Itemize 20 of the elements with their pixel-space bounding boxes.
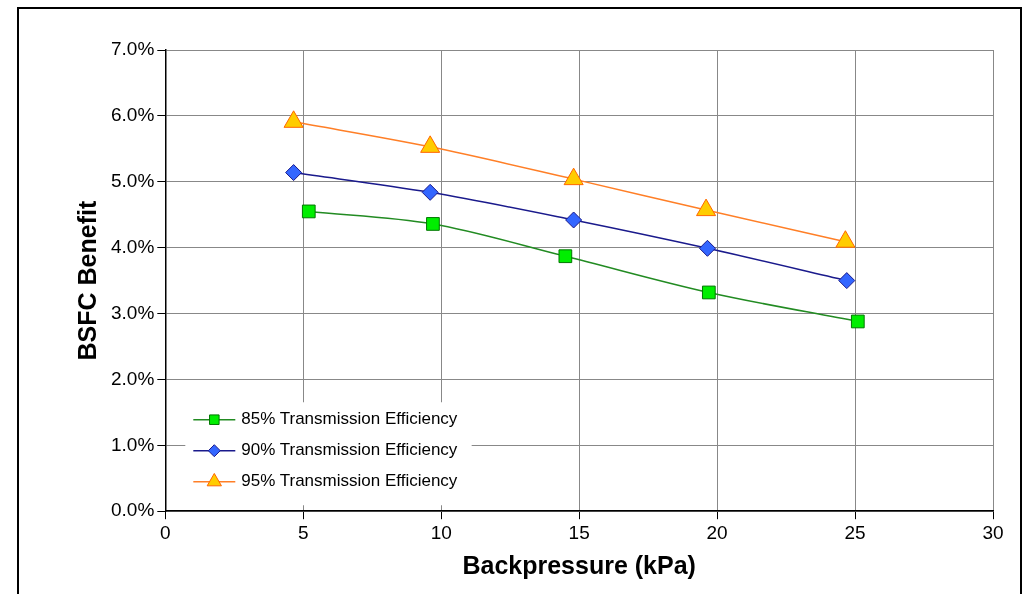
x-tick-label: 30 (982, 521, 1004, 543)
y-tick-label: 4.0% (110, 235, 155, 257)
x-tick-label: 20 (706, 521, 728, 543)
y-tick-label: 5.0% (110, 170, 155, 192)
x-tick-label: 10 (430, 521, 452, 543)
legend-label: 95% Transmission Efficiency (241, 471, 458, 491)
x-tick-label: 25 (844, 521, 866, 543)
y-tick-label: 2.0% (110, 367, 155, 389)
x-axis-title: Backpressure (kPa) (462, 550, 696, 579)
y-tick-label: 0.0% (110, 499, 155, 521)
y-axis-title: BSFC Benefit (72, 200, 101, 361)
y-tick-label: 7.0% (110, 38, 155, 60)
y-tick-label: 1.0% (110, 433, 155, 455)
x-tick-label: 5 (297, 521, 309, 543)
legend-label: 90% Transmission Efficiency (241, 440, 458, 460)
x-tick-label: 0 (160, 521, 171, 543)
y-tick-label: 3.0% (110, 301, 155, 323)
legend-label: 85% Transmission Efficiency (241, 409, 458, 429)
y-tick-label: 6.0% (110, 104, 155, 126)
x-tick-label: 15 (568, 521, 590, 543)
